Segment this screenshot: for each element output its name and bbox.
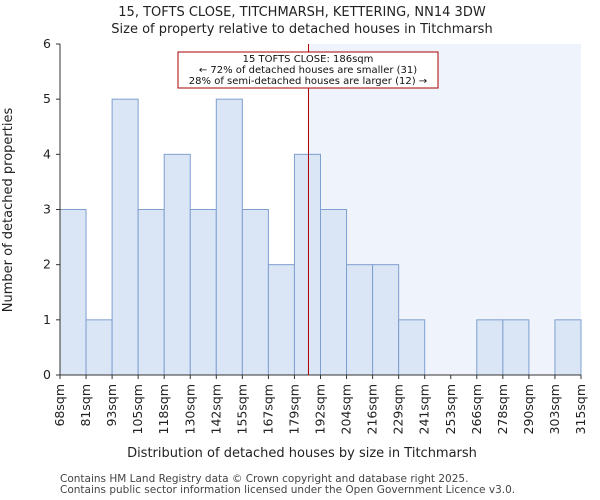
x-tick-label-315sqm: 315sqm (573, 384, 588, 434)
bar-204sqm (346, 264, 374, 376)
y-tick-label-0: 0 (43, 367, 51, 382)
x-tick-label-118sqm: 118sqm (156, 384, 171, 434)
x-tick-label-216sqm: 216sqm (365, 384, 380, 434)
bars-group (59, 98, 582, 376)
x-tick-label-81sqm: 81sqm (78, 384, 93, 427)
bar-278sqm (502, 319, 530, 376)
y-tick-label-2: 2 (43, 257, 51, 272)
chart-subtitle: Size of property relative to detached ho… (111, 22, 492, 37)
bar-229sqm (398, 319, 426, 376)
annotation-line-1: 15 TOFTS CLOSE: 186sqm (243, 54, 374, 65)
bar-303sqm (554, 319, 582, 376)
x-tick-label-253sqm: 253sqm (443, 384, 458, 434)
y-axis-label: Number of detached properties (1, 108, 16, 313)
footer-licence: Contains public sector information licen… (60, 484, 516, 496)
y-tick-label-5: 5 (43, 91, 51, 106)
x-ticks-group: 68sqm 81sqm 93sqm 105sqm 118sqm 130sqm 142sqm 1… (52, 375, 588, 434)
annotation-box: 15 TOFTS CLOSE: 186sqm ← 72% of detached… (177, 51, 439, 89)
annotation-frame (177, 51, 439, 89)
annotation-line-3: 28% of semi-detached houses are larger (… (189, 76, 427, 87)
bar-167sqm (267, 264, 295, 376)
x-axis-label: Distribution of detached houses by size … (127, 446, 477, 461)
bar-105sqm (137, 209, 165, 376)
x-tick-label-93sqm: 93sqm (104, 384, 119, 427)
bar-155sqm (241, 209, 269, 376)
x-tick-label-105sqm: 105sqm (130, 384, 145, 434)
bar-130sqm (189, 209, 217, 376)
x-tick-label-192sqm: 192sqm (313, 384, 328, 434)
bar-93sqm (111, 98, 139, 376)
bar-142sqm (215, 98, 243, 376)
x-tick-label-68sqm: 68sqm (52, 384, 67, 427)
y-tick-label-4: 4 (43, 146, 51, 161)
bar-192sqm (320, 209, 348, 376)
x-tick-label-266sqm: 266sqm (469, 384, 484, 434)
bar-118sqm (163, 153, 191, 376)
x-tick-label-167sqm: 167sqm (260, 384, 275, 434)
histogram-chart: 15, TOFTS CLOSE, TITCHMARSH, KETTERING, … (1, 5, 588, 461)
x-tick-label-179sqm: 179sqm (286, 384, 301, 434)
bar-216sqm (372, 264, 400, 376)
y-tick-label-1: 1 (43, 312, 51, 327)
x-tick-label-204sqm: 204sqm (339, 384, 354, 434)
chart-title: 15, TOFTS CLOSE, TITCHMARSH, KETTERING, … (118, 5, 486, 20)
x-tick-label-290sqm: 290sqm (521, 384, 536, 434)
bar-179sqm (293, 153, 322, 376)
bar-68sqm (59, 209, 87, 376)
bar-81sqm (85, 319, 113, 376)
bar-266sqm (476, 319, 504, 376)
footer-copyright: Contains HM Land Registry data © Crown c… (60, 473, 469, 485)
x-tick-label-142sqm: 142sqm (208, 384, 223, 434)
x-tick-label-155sqm: 155sqm (234, 384, 249, 434)
annotation-line-2: ← 72% of detached houses are smaller (31… (199, 65, 417, 76)
y-ticks-group: 0 1 2 3 4 5 6 (43, 36, 60, 382)
x-tick-label-303sqm: 303sqm (547, 384, 562, 434)
y-tick-label-6: 6 (43, 36, 51, 51)
x-tick-label-229sqm: 229sqm (391, 384, 406, 434)
y-tick-label-3: 3 (43, 202, 51, 217)
x-tick-label-130sqm: 130sqm (182, 384, 197, 434)
x-tick-label-278sqm: 278sqm (495, 384, 510, 434)
x-tick-label-241sqm: 241sqm (417, 384, 432, 434)
